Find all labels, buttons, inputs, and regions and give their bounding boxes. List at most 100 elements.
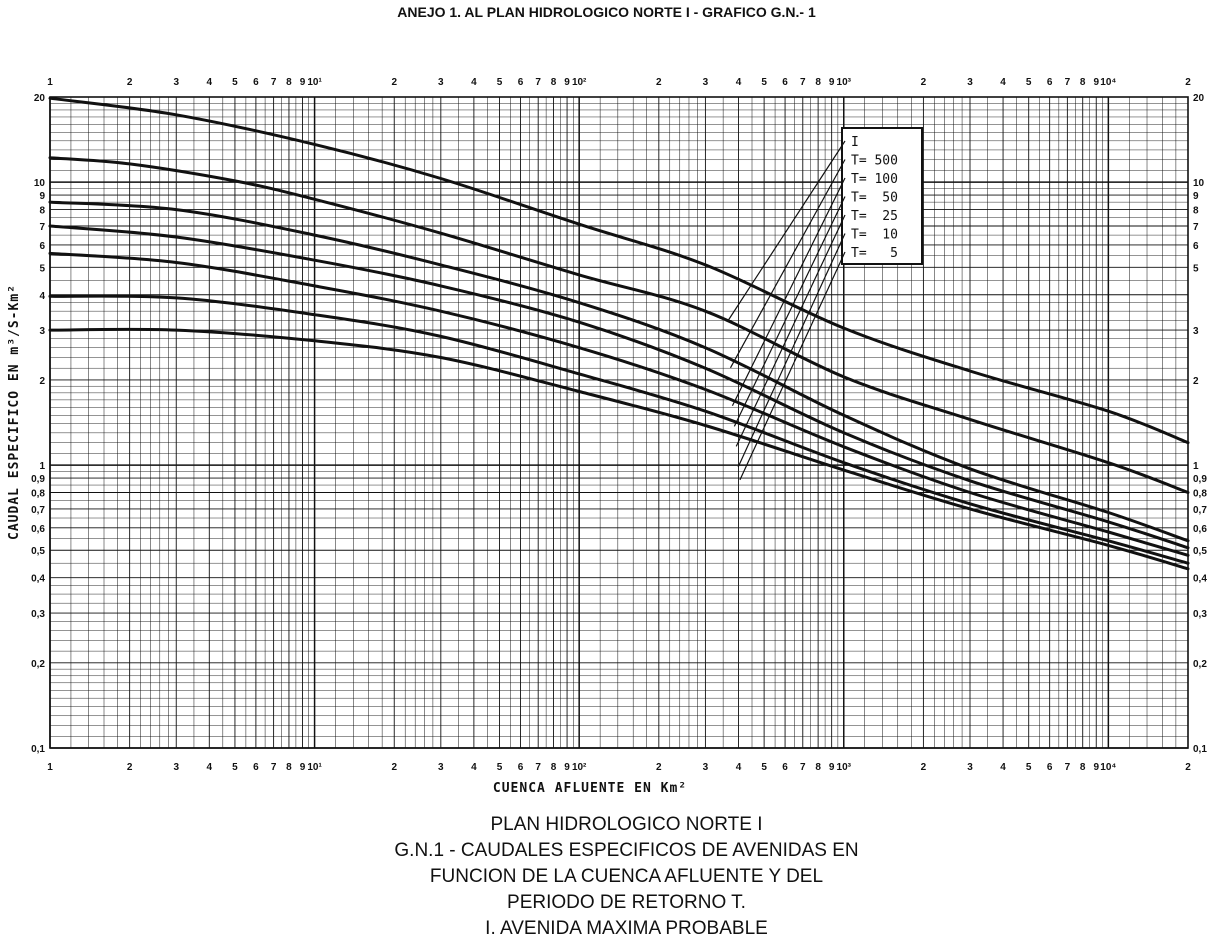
series-line-t5 bbox=[48, 327, 1190, 571]
y-tick-label-left: 8 bbox=[39, 206, 45, 217]
x-tick-label-bottom: 5 bbox=[761, 762, 767, 773]
x-tick-label-top: 8 bbox=[1080, 77, 1086, 88]
x-tick-label-bottom: 2 bbox=[656, 762, 662, 773]
x-tick-label-top: 9 bbox=[829, 77, 835, 88]
y-tick-label-right: 5 bbox=[1193, 263, 1199, 274]
y-tick-label-right: 0,2 bbox=[1193, 659, 1207, 670]
x-tick-label-top: 5 bbox=[1026, 77, 1032, 88]
x-tick-label-bottom: 9 bbox=[564, 762, 570, 773]
y-tick-label-left: 0,1 bbox=[31, 744, 45, 755]
caption-line: PLAN HIDROLOGICO NORTE I bbox=[490, 814, 763, 835]
y-tick-label-left: 0,7 bbox=[31, 505, 45, 516]
legend-leader-line bbox=[733, 196, 846, 427]
y-tick-label-left: 5 bbox=[39, 263, 45, 274]
specific-flow-chart: I T= 500 T= 100 T= 50 T= 25 T= 10 T= 5 1 1 2 2 3 3 4… bbox=[7, 77, 1207, 796]
x-tick-label-bottom: 4 bbox=[471, 762, 477, 773]
x-tick-label-bottom: 6 bbox=[1047, 762, 1053, 773]
y-tick-label-left: 3 bbox=[39, 326, 45, 337]
legend-entry: T= 500 bbox=[851, 154, 898, 169]
y-tick-label-left: 20 bbox=[34, 93, 46, 104]
y-tick-label-left: 10 bbox=[34, 178, 46, 189]
x-tick-label-bottom: 7 bbox=[800, 762, 806, 773]
y-tick-label-right: 8 bbox=[1193, 206, 1199, 217]
y-tick-label-right: 6 bbox=[1193, 241, 1199, 252]
legend-leader-line bbox=[739, 251, 846, 481]
x-tick-label-top: 10² bbox=[572, 77, 587, 88]
x-tick-label-bottom: 2 bbox=[1185, 762, 1191, 773]
y-tick-label-left: 0,9 bbox=[31, 474, 45, 485]
x-tick-label-top: 8 bbox=[815, 77, 821, 88]
legend-leader-line bbox=[735, 214, 846, 447]
x-tick-label-bottom: 3 bbox=[967, 762, 973, 773]
x-tick-label-bottom: 4 bbox=[736, 762, 742, 773]
y-tick-label-left: 0,4 bbox=[31, 574, 45, 585]
x-tick-label-bottom: 2 bbox=[127, 762, 133, 773]
x-tick-label-top: 4 bbox=[736, 77, 742, 88]
y-tick-label-left: 0,2 bbox=[31, 659, 45, 670]
x-tick-label-bottom: 7 bbox=[535, 762, 541, 773]
y-tick-label-right: 0,8 bbox=[1193, 489, 1207, 500]
x-tick-label-top: 6 bbox=[253, 77, 259, 88]
x-axis-label: CUENCA AFLUENTE EN Km² bbox=[493, 781, 687, 796]
y-tick-label-left: 0,5 bbox=[31, 546, 45, 557]
x-tick-label-bottom: 6 bbox=[782, 762, 788, 773]
x-tick-label-bottom: 3 bbox=[173, 762, 179, 773]
legend-entry: T= 25 bbox=[851, 209, 898, 224]
series-line-t25 bbox=[48, 251, 1190, 557]
x-tick-label-bottom: 5 bbox=[497, 762, 503, 773]
x-tick-label-top: 5 bbox=[761, 77, 767, 88]
y-tick-label-left: 0,8 bbox=[31, 489, 45, 500]
x-tick-label-bottom: 10⁴ bbox=[1100, 762, 1116, 773]
figure-caption: PLAN HIDROLOGICO NORTE I G.N.1 - CAUDALE… bbox=[0, 812, 1213, 942]
x-tick-label-top: 9 bbox=[564, 77, 570, 88]
x-tick-label-top: 2 bbox=[391, 77, 397, 88]
x-tick-label-top: 9 bbox=[300, 77, 306, 88]
x-tick-label-top: 6 bbox=[1047, 77, 1053, 88]
x-tick-label-top: 7 bbox=[800, 77, 806, 88]
legend-box bbox=[841, 127, 923, 265]
y-tick-label-right: 1 bbox=[1193, 461, 1199, 472]
legend-entry: T= 10 bbox=[851, 228, 898, 243]
x-tick-label-bottom: 8 bbox=[815, 762, 821, 773]
x-tick-label-bottom: 5 bbox=[1026, 762, 1032, 773]
x-tick-label-bottom: 7 bbox=[271, 762, 277, 773]
legend-entry: T= 50 bbox=[851, 191, 898, 206]
x-tick-label-top: 4 bbox=[1000, 77, 1006, 88]
x-tick-label-top: 7 bbox=[1065, 77, 1071, 88]
x-tick-label-top: 3 bbox=[967, 77, 973, 88]
x-tick-label-top: 10³ bbox=[837, 77, 852, 88]
legend-entry: T= 100 bbox=[851, 172, 898, 187]
x-tick-label-bottom: 8 bbox=[286, 762, 292, 773]
y-tick-label-right: 0,7 bbox=[1193, 505, 1207, 516]
x-tick-label-top: 4 bbox=[471, 77, 477, 88]
x-tick-label-bottom: 8 bbox=[1080, 762, 1086, 773]
caption-line: FUNCION DE LA CUENCA AFLUENTE Y DEL bbox=[429, 866, 824, 887]
plot-frame bbox=[49, 96, 1189, 749]
x-tick-label-top: 3 bbox=[438, 77, 444, 88]
x-tick-label-top: 2 bbox=[1185, 77, 1191, 88]
x-tick-label-top: 2 bbox=[127, 77, 133, 88]
x-tick-label-top: 6 bbox=[782, 77, 788, 88]
legend-leader-line bbox=[727, 140, 846, 321]
x-tick-label-top: 2 bbox=[921, 77, 927, 88]
x-tick-label-top: 10⁴ bbox=[1100, 77, 1116, 88]
legend-entry: I bbox=[851, 135, 859, 150]
y-tick-label-right: 2 bbox=[1193, 376, 1199, 387]
y-tick-label-right: 0,5 bbox=[1193, 546, 1207, 557]
y-tick-label-left: 2 bbox=[39, 376, 45, 387]
x-tick-label-top: 8 bbox=[551, 77, 557, 88]
chart-grid bbox=[49, 96, 1189, 749]
y-tick-label-left: 0,3 bbox=[31, 609, 45, 620]
x-tick-label-top: 1 bbox=[47, 77, 53, 88]
y-tick-label-right: 7 bbox=[1193, 222, 1199, 233]
legend-leader-line bbox=[737, 233, 846, 468]
y-tick-label-left: 7 bbox=[39, 222, 45, 233]
caption-line: G.N.1 - CAUDALES ESPECIFICOS DE AVENIDAS… bbox=[394, 840, 859, 861]
x-tick-label-top: 9 bbox=[1093, 77, 1099, 88]
y-tick-label-right: 0,6 bbox=[1193, 524, 1207, 535]
x-tick-label-bottom: 3 bbox=[438, 762, 444, 773]
y-tick-label-left: 4 bbox=[39, 291, 45, 302]
y-tick-label-left: 1 bbox=[39, 461, 45, 472]
legend: I T= 500 T= 100 T= 50 T= 25 T= 10 T= 5 bbox=[727, 127, 923, 481]
y-tick-label-right: 10 bbox=[1193, 178, 1205, 189]
